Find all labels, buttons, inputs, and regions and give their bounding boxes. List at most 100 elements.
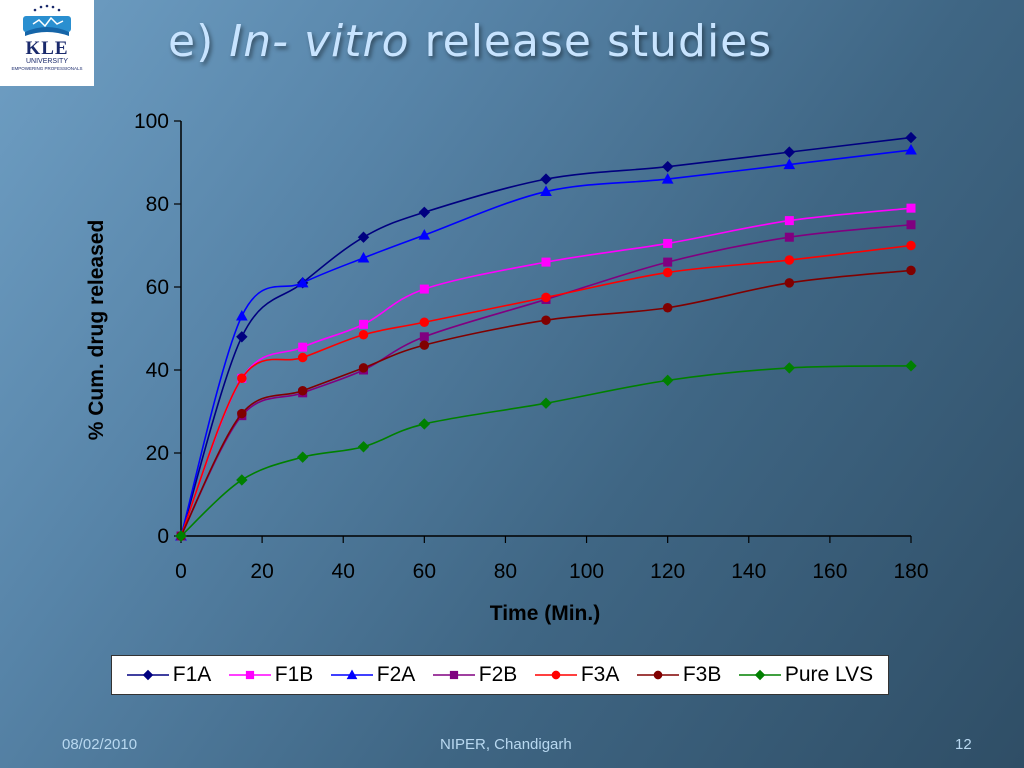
slide-title: e) In- vitro release studies <box>168 16 772 67</box>
data-point <box>906 240 916 251</box>
data-point <box>237 373 247 384</box>
legend-item-f1b: F1B <box>228 663 313 687</box>
logo-emblem-icon <box>23 4 71 36</box>
legend-item-pure-lvs: Pure LVS <box>738 663 873 687</box>
data-point <box>358 329 369 340</box>
x-tick-label: 140 <box>731 560 766 583</box>
series-line <box>180 269 912 537</box>
data-point <box>540 185 552 197</box>
legend-swatch-icon <box>330 669 373 680</box>
data-point <box>540 397 552 409</box>
x-tick-label: 40 <box>332 560 355 583</box>
data-point <box>661 374 674 387</box>
data-point <box>783 158 796 170</box>
data-point <box>906 203 916 213</box>
data-point <box>905 360 917 372</box>
y-tick-label: 80 <box>146 193 169 216</box>
data-point <box>418 418 431 430</box>
x-axis-label: Time (Min.) <box>490 602 600 625</box>
y-axis-label: % Cum. drug released <box>85 220 108 441</box>
data-point <box>540 173 552 185</box>
series-line <box>180 223 912 537</box>
data-point <box>783 362 796 374</box>
legend-swatch-icon <box>126 669 169 681</box>
series-f2b <box>176 220 916 541</box>
series-line <box>180 244 912 537</box>
title-italic: In- vitro <box>229 16 410 67</box>
data-point <box>663 238 673 248</box>
legend-swatch-icon <box>738 669 781 681</box>
legend-marker <box>449 670 458 680</box>
x-tick-label: 180 <box>893 560 928 583</box>
legend-item-f2a: F2A <box>330 663 416 687</box>
data-point <box>906 220 916 230</box>
series-line <box>180 149 912 537</box>
legend-item-f3a: F3A <box>534 663 620 687</box>
data-point <box>541 292 551 303</box>
data-point <box>662 267 673 278</box>
series-f2a <box>175 144 917 541</box>
data-point <box>357 441 370 453</box>
data-point <box>235 310 248 321</box>
legend-label: F3B <box>682 663 722 686</box>
data-point <box>419 340 430 350</box>
data-point <box>661 160 674 173</box>
data-point <box>296 451 309 463</box>
logo-tagline: EMPOWERING PROFESSIONALS <box>11 66 83 71</box>
x-tick-label: 120 <box>650 560 685 583</box>
data-point <box>661 173 674 184</box>
legend-swatch-icon <box>432 670 475 680</box>
legend-marker <box>551 670 561 680</box>
x-tick-label: 60 <box>413 560 436 583</box>
legend-label: F1A <box>172 663 212 686</box>
y-tick-label: 100 <box>134 110 169 133</box>
data-point <box>784 255 795 265</box>
x-tick-label: 80 <box>494 560 517 583</box>
series-f1b <box>176 203 916 541</box>
footer-page-number: 12 <box>955 736 972 753</box>
data-point <box>419 284 429 294</box>
data-point <box>298 342 308 352</box>
series-line <box>180 136 912 537</box>
data-point <box>175 530 187 542</box>
data-point <box>237 408 247 419</box>
legend-swatch-icon <box>636 670 679 680</box>
legend-swatch-icon <box>534 670 577 680</box>
series-pure-lvs <box>175 360 917 542</box>
legend-label: F2B <box>478 663 518 686</box>
footer-center-text: NIPER, Chandigarh <box>440 736 572 753</box>
y-tick-label: 20 <box>146 442 169 465</box>
legend-item-f1a: F1A <box>126 663 212 687</box>
data-point <box>905 144 917 155</box>
data-point <box>297 352 308 363</box>
legend-marker <box>346 669 358 680</box>
data-point <box>419 317 430 328</box>
data-point <box>418 229 431 240</box>
footer-date: 08/02/2010 <box>62 736 138 753</box>
data-point <box>784 232 794 242</box>
legend-label: F3A <box>580 663 620 686</box>
legend-item-f3b: F3B <box>636 663 722 687</box>
data-point <box>236 474 248 486</box>
legend-marker <box>142 669 153 681</box>
y-tick-label: 60 <box>146 276 169 299</box>
chart-series <box>175 131 917 542</box>
logo-subtitle: UNIVERSITY <box>25 58 68 65</box>
chart-axes: 0 20 40 60 80 100 0 20 40 60 80 100 120 140 160 180 <box>134 110 929 583</box>
data-point <box>296 276 309 288</box>
data-point <box>784 216 794 226</box>
data-point <box>662 303 673 313</box>
data-point <box>359 319 368 329</box>
data-point <box>663 257 673 267</box>
legend-marker <box>245 670 254 680</box>
legend-marker <box>653 670 663 680</box>
x-tick-label: 20 <box>250 560 273 583</box>
data-point <box>236 331 248 343</box>
data-point <box>784 278 795 288</box>
data-point <box>783 146 796 158</box>
legend-label: F2A <box>376 663 416 686</box>
data-point <box>357 251 370 263</box>
data-point <box>357 231 370 243</box>
kle-university-logo: KLE UNIVERSITY EMPOWERING PROFESSIONALS <box>0 0 94 86</box>
x-tick-label: 0 <box>175 560 187 583</box>
